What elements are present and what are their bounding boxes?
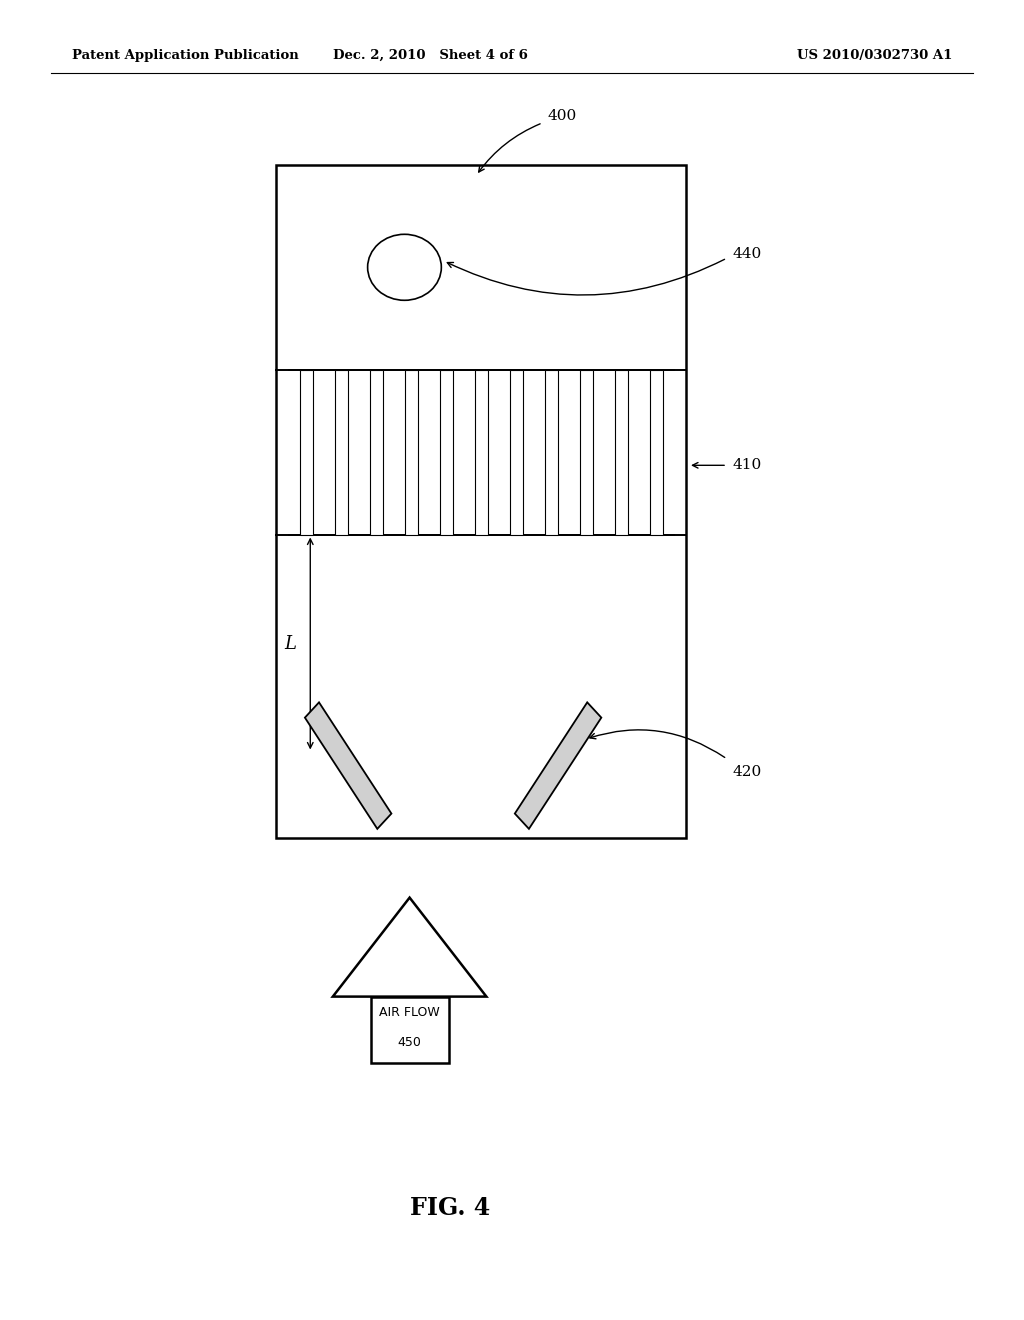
Bar	[300, 370, 313, 535]
Bar	[370, 370, 383, 535]
Bar	[510, 370, 523, 535]
Text: L: L	[284, 635, 296, 652]
Text: FIG. 4: FIG. 4	[411, 1196, 490, 1220]
Bar	[404, 370, 418, 535]
Text: 410: 410	[732, 458, 762, 473]
Bar	[545, 370, 558, 535]
Polygon shape	[305, 702, 391, 829]
Text: 440: 440	[732, 247, 762, 261]
Bar	[276, 165, 686, 838]
Bar	[371, 997, 449, 1063]
Ellipse shape	[368, 235, 441, 300]
Polygon shape	[333, 898, 486, 997]
Polygon shape	[515, 702, 601, 829]
Bar	[580, 370, 593, 535]
Text: US 2010/0302730 A1: US 2010/0302730 A1	[797, 49, 952, 62]
Bar	[614, 370, 628, 535]
Text: Dec. 2, 2010   Sheet 4 of 6: Dec. 2, 2010 Sheet 4 of 6	[333, 49, 527, 62]
Bar	[475, 370, 487, 535]
Bar	[439, 370, 453, 535]
Text: 420: 420	[732, 766, 762, 779]
Text: AIR FLOW: AIR FLOW	[379, 1006, 440, 1019]
Bar	[649, 370, 663, 535]
Text: 400: 400	[548, 110, 578, 123]
Text: Patent Application Publication: Patent Application Publication	[72, 49, 298, 62]
Text: 450: 450	[397, 1036, 422, 1049]
Bar	[335, 370, 348, 535]
